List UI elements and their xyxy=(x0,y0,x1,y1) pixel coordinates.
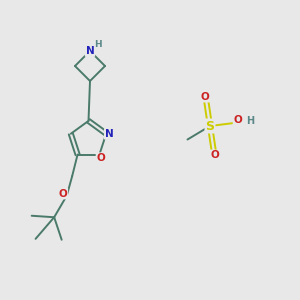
Text: O: O xyxy=(200,92,209,102)
Text: H: H xyxy=(246,116,255,126)
Text: N: N xyxy=(85,46,94,56)
Text: N: N xyxy=(105,129,114,139)
Text: O: O xyxy=(211,150,220,161)
Text: O: O xyxy=(58,188,67,199)
Text: O: O xyxy=(97,153,105,163)
Text: S: S xyxy=(206,119,214,133)
Text: H: H xyxy=(94,40,102,49)
Text: O: O xyxy=(233,115,242,125)
